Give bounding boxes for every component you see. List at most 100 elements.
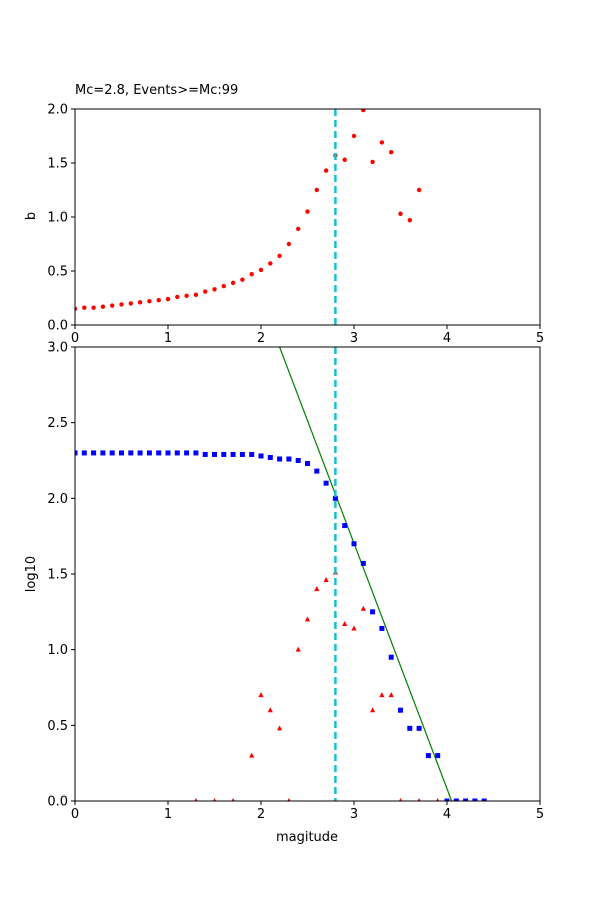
y-tick-label: 2.0 (47, 103, 68, 118)
b-value-point (416, 187, 422, 193)
x-tick-label: 4 (443, 331, 451, 346)
b-value-point (268, 261, 273, 266)
b-value-point (156, 297, 161, 303)
b-value-point (296, 226, 301, 232)
cumulative-count-point (128, 450, 134, 456)
b-value-point (82, 305, 87, 310)
cumulative-count-point (174, 450, 180, 456)
b-value-point (184, 293, 189, 299)
cumulative-count-point (221, 451, 227, 457)
b-value-point (212, 287, 217, 292)
b-value-point (91, 305, 96, 310)
cumulative-count-point (453, 798, 459, 801)
cumulative-count-point (258, 453, 264, 459)
b-value-point (110, 303, 115, 308)
x-tick-label: 3 (350, 331, 358, 346)
noncumulative-count-point (379, 692, 385, 698)
noncumulative-count-point (295, 646, 301, 652)
y-tick-label: 0.0 (47, 795, 68, 810)
y-tick-label: 0.5 (47, 265, 68, 280)
b-value-point (221, 283, 226, 289)
cumulative-count-point (212, 451, 217, 457)
noncumulative-count-point (323, 577, 329, 583)
b-value-point (137, 300, 143, 305)
noncumulative-count-point (417, 798, 421, 801)
b-value-point (249, 272, 254, 277)
y-axis-label-log10: log10 (24, 556, 39, 592)
cumulative-count-point (295, 458, 301, 463)
b-value-point (128, 301, 133, 306)
gutenberg-richter-fit-line (279, 347, 453, 801)
plot-content (75, 109, 422, 325)
cumulative-count-point (100, 450, 106, 456)
noncumulative-count-point (360, 605, 366, 611)
x-tick-label: 2 (257, 331, 265, 346)
noncumulative-count-point (370, 707, 376, 713)
cumulative-count-point (463, 798, 469, 801)
noncumulative-count-point (194, 798, 198, 801)
b-value-point (379, 140, 385, 145)
noncumulative-count-point (287, 798, 291, 801)
y-tick-label: 0.5 (47, 719, 68, 734)
cumulative-count-point (379, 625, 385, 631)
b-value-point (323, 168, 329, 173)
cumulative-count-point (146, 450, 152, 456)
b-value-point (119, 302, 124, 307)
noncumulative-count-point (398, 798, 403, 801)
b-value-point (165, 296, 171, 302)
x-tick-label: 1 (164, 331, 172, 346)
noncumulative-count-point (249, 752, 255, 758)
noncumulative-count-point (212, 798, 217, 801)
frequency-magnitude-plot-area: 0 1 2 3 4 5 0.0 0.5 1.0 1.5 2.0 2.5 3.0 (47, 341, 544, 823)
noncumulative-count-point (351, 625, 357, 631)
cumulative-count-point (202, 451, 208, 457)
cumulative-count-point (435, 753, 441, 759)
b-value-point (305, 209, 310, 214)
cumulative-count-point (388, 654, 394, 660)
x-tick-label: 0 (71, 331, 79, 346)
cumulative-count-point (249, 451, 255, 457)
frequency-magnitude-panel: log10 magitude 0 1 2 3 4 5 0.0 0.5 1.0 1.5 2.0 2.5 3… (24, 341, 544, 846)
y-tick-label: 1.5 (47, 157, 68, 172)
b-value-point (175, 294, 180, 300)
cumulative-count-point (444, 798, 450, 801)
b-value-point (398, 211, 403, 216)
cumulative-count-point (91, 450, 97, 456)
x-tick-label: 1 (164, 807, 172, 822)
cumulative-count-point (137, 450, 143, 456)
cumulative-count-point (286, 456, 292, 462)
cumulative-count-point (239, 451, 245, 457)
cumulative-count-point (267, 454, 273, 460)
plot-content (75, 347, 487, 801)
b-value-point (230, 280, 236, 286)
cumulative-count-point (156, 450, 162, 456)
b-value-point (193, 292, 199, 297)
noncumulative-count-point (314, 586, 320, 592)
cumulative-count-point (342, 523, 348, 529)
x-tick-label: 0 (71, 807, 79, 822)
x-tick-label: 3 (350, 807, 358, 822)
noncumulative-count-point (277, 725, 283, 731)
b-value-point (277, 253, 282, 259)
cumulative-count-point (109, 450, 115, 456)
cumulative-count-point (370, 609, 376, 615)
b-value-plot-area: 0 1 2 3 4 5 0.0 0.5 1.0 1.5 2.0 (47, 103, 544, 347)
b-value-point (370, 159, 375, 165)
b-value-point (258, 267, 264, 273)
cumulative-count-point (75, 450, 78, 456)
noncumulative-count-point (388, 692, 394, 698)
b-value-panel: Mc=2.8, Events>=Mc:99 b 0 1 2 3 4 5 0.0 0.5 1.0 1… (24, 83, 544, 346)
cumulative-count-point (472, 798, 478, 801)
cumulative-count-point (481, 798, 487, 801)
y-tick-label: 1.0 (47, 643, 68, 658)
b-value-point (75, 306, 78, 311)
b-value-point (147, 299, 152, 304)
b-value-point (407, 218, 412, 223)
x-tick-label: 5 (536, 807, 544, 822)
y-axis-label-b: b (24, 212, 39, 220)
b-value-point (314, 187, 319, 193)
cumulative-count-point (323, 480, 329, 486)
cumulative-count-point (314, 468, 320, 474)
